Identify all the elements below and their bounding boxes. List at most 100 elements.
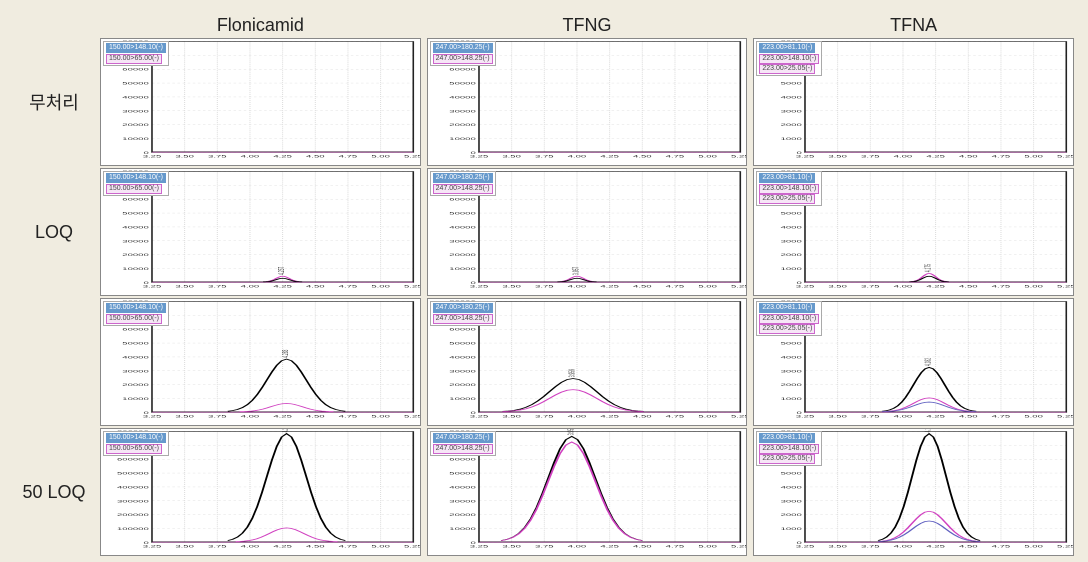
svg-text:5.25: 5.25: [731, 154, 747, 159]
svg-text:4.75: 4.75: [339, 414, 358, 419]
svg-text:20000: 20000: [449, 253, 476, 258]
svg-text:3.957: 3.957: [572, 267, 581, 275]
svg-text:3000: 3000: [781, 109, 802, 114]
svg-text:5.25: 5.25: [404, 414, 420, 419]
svg-text:5.25: 5.25: [404, 154, 420, 159]
svg-text:4.75: 4.75: [992, 414, 1011, 419]
svg-text:10000: 10000: [449, 266, 476, 271]
svg-text:5000: 5000: [781, 341, 802, 346]
svg-text:4.00: 4.00: [567, 284, 586, 289]
svg-text:4.25: 4.25: [273, 414, 292, 419]
svg-text:30000: 30000: [449, 239, 476, 244]
svg-text:3.50: 3.50: [502, 284, 521, 289]
svg-text:3.25: 3.25: [143, 284, 162, 289]
chromatogram-3-2: 0100020003000400050006000700080003.253.5…: [753, 428, 1074, 556]
svg-text:60000: 60000: [449, 457, 476, 462]
svg-text:4.75: 4.75: [992, 544, 1011, 549]
svg-text:40000: 40000: [449, 95, 476, 100]
svg-text:60000: 60000: [449, 67, 476, 72]
svg-text:1000: 1000: [781, 526, 802, 531]
row-header-1: LOQ: [14, 168, 94, 296]
svg-text:4.50: 4.50: [633, 544, 652, 549]
svg-text:3.50: 3.50: [502, 544, 521, 549]
svg-text:3.75: 3.75: [208, 284, 227, 289]
svg-text:3.25: 3.25: [796, 414, 815, 419]
svg-text:4.75: 4.75: [339, 154, 358, 159]
svg-text:30000: 30000: [122, 109, 149, 114]
svg-text:4.00: 4.00: [241, 414, 260, 419]
svg-text:4.50: 4.50: [633, 414, 652, 419]
chromatogram-2-0: 0100002000030000400005000060000700008000…: [100, 298, 421, 426]
svg-text:4.182: 4.182: [924, 358, 933, 366]
svg-text:10000: 10000: [122, 266, 149, 271]
svg-text:5000: 5000: [781, 211, 802, 216]
svg-text:4.50: 4.50: [306, 544, 325, 549]
svg-text:50000: 50000: [449, 211, 476, 216]
svg-text:3.25: 3.25: [796, 154, 815, 159]
chromatogram-1-2: 0100020003000400050006000700080003.253.5…: [753, 168, 1074, 296]
svg-text:4.175: 4.175: [924, 264, 933, 272]
svg-text:5000: 5000: [781, 81, 802, 86]
svg-text:4.00: 4.00: [894, 154, 913, 159]
svg-text:200000: 200000: [117, 513, 149, 518]
svg-text:4000: 4000: [781, 95, 802, 100]
svg-text:3000: 3000: [781, 499, 802, 504]
legend-box: 247.00>180.25(-)247.00>148.25(-): [430, 171, 496, 196]
legend-box: 150.00>148.10(-)150.00>65.00(-): [103, 301, 169, 326]
chromatogram-grid: FlonicamidTFNGTFNA무처리0100002000030000400…: [14, 6, 1074, 556]
svg-text:4.50: 4.50: [959, 414, 978, 419]
legend-box: 247.00>180.25(-)247.00>148.25(-): [430, 41, 496, 66]
svg-text:3.959: 3.959: [568, 369, 577, 377]
svg-text:3.75: 3.75: [208, 544, 227, 549]
svg-text:3.25: 3.25: [143, 154, 162, 159]
chromatogram-2-2: 0100020003000400050006000700080003.253.5…: [753, 298, 1074, 426]
chromatogram-1-0: 0100002000030000400005000060000700008000…: [100, 168, 421, 296]
svg-text:3.25: 3.25: [469, 284, 488, 289]
svg-text:10000: 10000: [449, 136, 476, 141]
svg-text:4.25: 4.25: [600, 544, 619, 549]
svg-text:3.50: 3.50: [829, 414, 848, 419]
svg-text:4.50: 4.50: [306, 154, 325, 159]
svg-text:3.25: 3.25: [143, 414, 162, 419]
legend-box: 150.00>148.10(-)150.00>65.00(-): [103, 171, 169, 196]
svg-text:2000: 2000: [781, 383, 802, 388]
svg-text:5.25: 5.25: [731, 284, 747, 289]
svg-text:5.25: 5.25: [1057, 284, 1073, 289]
legend-box: 150.00>148.10(-)150.00>65.00(-): [103, 431, 169, 456]
svg-text:4000: 4000: [781, 225, 802, 230]
legend-box: 223.00>81.10(-)223.00>148.10(-)223.00>25…: [756, 41, 822, 76]
svg-text:4.50: 4.50: [959, 544, 978, 549]
svg-text:3.75: 3.75: [535, 414, 554, 419]
chromatogram-2-1: 0100002000030000400005000060000700008000…: [427, 298, 748, 426]
svg-text:3.50: 3.50: [502, 414, 521, 419]
svg-text:4.50: 4.50: [306, 284, 325, 289]
row-header-0: 무처리: [14, 38, 94, 166]
svg-text:5.25: 5.25: [404, 284, 420, 289]
svg-text:4.75: 4.75: [992, 284, 1011, 289]
legend-box: 150.00>148.10(-)150.00>65.00(-): [103, 41, 169, 66]
svg-text:3.50: 3.50: [829, 544, 848, 549]
svg-text:4.50: 4.50: [633, 284, 652, 289]
svg-text:2000: 2000: [781, 513, 802, 518]
svg-text:30000: 30000: [122, 369, 149, 374]
svg-text:3.75: 3.75: [535, 284, 554, 289]
svg-text:3.50: 3.50: [175, 154, 194, 159]
svg-text:4.50: 4.50: [959, 284, 978, 289]
svg-text:5.00: 5.00: [371, 544, 390, 549]
svg-text:10000: 10000: [449, 396, 476, 401]
svg-text:20000: 20000: [449, 123, 476, 128]
svg-text:5.25: 5.25: [731, 544, 747, 549]
svg-text:50000: 50000: [122, 81, 149, 86]
chromatogram-0-1: 0100002000030000400005000060000700008000…: [427, 38, 748, 166]
legend-box: 247.00>180.25(-)247.00>148.25(-): [430, 301, 496, 326]
svg-text:5000: 5000: [781, 471, 802, 476]
svg-text:4.283: 4.283: [282, 349, 291, 357]
svg-text:4.25: 4.25: [600, 154, 619, 159]
svg-text:4.25: 4.25: [600, 284, 619, 289]
svg-text:3.75: 3.75: [535, 544, 554, 549]
svg-text:4.75: 4.75: [339, 544, 358, 549]
svg-text:3.25: 3.25: [796, 544, 815, 549]
svg-text:4.00: 4.00: [894, 284, 913, 289]
svg-text:4000: 4000: [781, 355, 802, 360]
svg-text:60000: 60000: [449, 197, 476, 202]
